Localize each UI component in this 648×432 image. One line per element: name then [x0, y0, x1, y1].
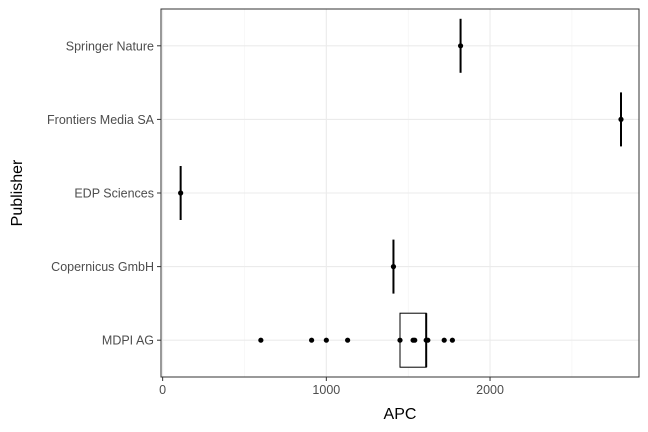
data-point — [345, 337, 351, 343]
data-point — [425, 337, 431, 343]
data-point — [323, 337, 329, 343]
data-point — [441, 337, 447, 343]
data-point — [412, 337, 418, 343]
y-tick-label: MDPI AG — [102, 334, 154, 348]
data-point — [258, 337, 264, 343]
y-tick-label: Copernicus GmbH — [51, 260, 154, 274]
data-point — [397, 337, 403, 343]
x-tick-label: 0 — [159, 383, 166, 397]
y-axis-title: Publisher — [9, 159, 26, 226]
chart-marks — [178, 18, 624, 368]
x-axis-title: APC — [384, 406, 417, 423]
y-tick-label: Springer Nature — [66, 39, 154, 53]
data-point — [178, 190, 184, 196]
data-point — [457, 43, 464, 49]
data-point — [390, 264, 397, 270]
axes: 0 1000 2000 MDPI AG Copernicus GmbH EDP Scien… — [47, 39, 504, 397]
y-tick-label: EDP Sciences — [74, 187, 154, 201]
data-point — [618, 116, 624, 122]
y-tick-label: Frontiers Media SA — [47, 113, 155, 127]
data-point — [309, 337, 315, 343]
x-tick-label: 1000 — [312, 383, 340, 397]
x-tick-label: 2000 — [476, 383, 504, 397]
grid-lines — [161, 9, 639, 377]
data-point — [449, 337, 455, 343]
